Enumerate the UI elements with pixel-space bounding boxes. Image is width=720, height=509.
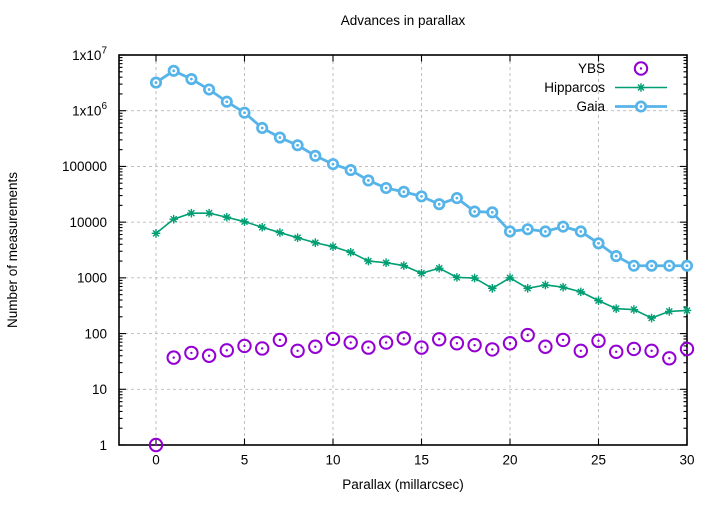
x-tick-label: 10 [325,453,340,468]
legend-samples [615,61,667,113]
x-tick-label: 30 [679,453,694,468]
x-tick-label: 20 [502,453,517,468]
chart-title: Advances in parallax [341,13,466,28]
y-tick-label: 1x106 [72,101,107,119]
y-axis-label: Number of measurements [5,172,20,328]
y-tick-label: 100 [84,326,107,341]
tick-labels: 0 5 10 15 20 25 30 1 10 100 1000 10000 100000 1x106 1x… [62,45,695,467]
y-tick-label: 1 [99,438,107,453]
gridlines [119,55,687,445]
y-tick-label: 1x107 [72,45,107,63]
data-series [148,64,695,453]
x-tick-label: 15 [414,453,429,468]
y-tick-label: 10 [92,382,107,397]
legend: YBS Hipparcos Gaia [544,61,667,114]
series-hipparcos [151,208,692,323]
series-gaia [149,64,694,272]
x-tick-label: 25 [591,453,606,468]
plot-border [118,54,688,446]
series-ybs [148,327,695,453]
legend-label-hipparcos: Hipparcos [544,80,605,95]
y-tick-label: 10000 [69,215,107,230]
y-tick-label: 100000 [62,159,107,174]
x-tick-label: 5 [241,453,249,468]
x-tick-label: 0 [152,453,160,468]
legend-label-ybs: YBS [578,61,605,76]
legend-label-gaia: Gaia [576,99,605,114]
x-axis-label: Parallax (millarcsec) [342,477,464,492]
y-tick-label: 1000 [77,271,107,286]
